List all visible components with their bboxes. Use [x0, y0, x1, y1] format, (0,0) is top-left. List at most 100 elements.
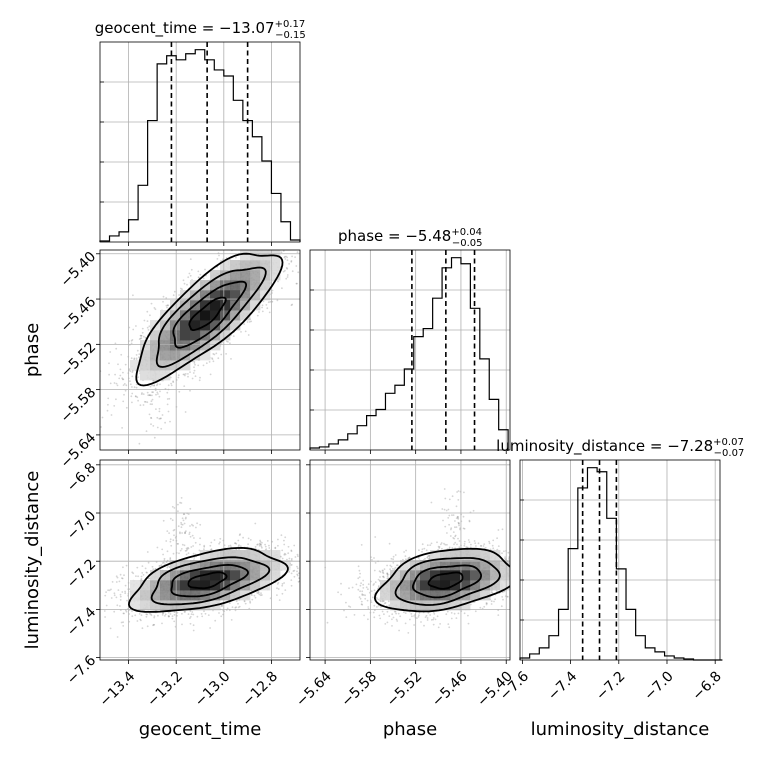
sample-point	[193, 537, 195, 539]
sample-point	[124, 363, 127, 366]
density-bin	[170, 350, 181, 361]
sample-point	[296, 574, 299, 577]
sample-point	[87, 593, 89, 595]
sample-point	[281, 583, 284, 585]
sample-point	[265, 243, 267, 245]
sample-point	[182, 373, 185, 376]
sample-point	[239, 545, 242, 548]
sample-point	[218, 542, 221, 545]
density-bin	[190, 330, 201, 341]
sample-point	[171, 519, 174, 522]
sample-point	[260, 247, 262, 249]
sample-point	[146, 310, 149, 313]
sample-point	[108, 362, 110, 365]
sample-point	[182, 513, 185, 516]
sample-point	[230, 248, 232, 250]
sample-point	[277, 280, 279, 283]
sample-point	[148, 612, 151, 615]
sample-point	[238, 605, 241, 608]
sample-point	[219, 541, 221, 544]
sample-point	[131, 615, 134, 618]
sample-point	[162, 300, 164, 303]
sample-point	[276, 299, 279, 302]
sample-point	[86, 592, 88, 594]
sample-point	[305, 539, 307, 541]
sample-point	[179, 501, 182, 504]
sample-point	[150, 400, 153, 403]
density-bin	[230, 310, 241, 321]
sample-point	[259, 234, 261, 236]
sample-point	[162, 561, 165, 564]
density-bin	[230, 290, 241, 301]
sample-point	[137, 376, 140, 378]
density-bin	[240, 250, 251, 261]
sample-point	[116, 576, 119, 579]
sample-point	[302, 590, 304, 592]
sample-point	[169, 538, 172, 541]
sample-point	[180, 526, 183, 529]
sample-point	[189, 535, 192, 538]
sample-point	[267, 222, 269, 224]
sample-point	[166, 566, 169, 569]
sample-point	[123, 612, 125, 615]
sample-point	[136, 349, 139, 352]
sample-point	[298, 577, 300, 579]
sample-point	[146, 326, 149, 329]
sample-point	[266, 214, 268, 216]
sample-point	[151, 384, 154, 387]
density-bin	[230, 270, 241, 281]
sample-point	[169, 558, 172, 560]
sample-point	[122, 400, 125, 403]
sample-point	[161, 614, 164, 616]
sample-point	[167, 615, 170, 618]
sample-point	[107, 589, 109, 592]
sample-point	[113, 610, 116, 613]
sample-point	[203, 544, 206, 547]
sample-point	[146, 551, 149, 553]
density-bin	[210, 270, 221, 281]
sample-point	[158, 407, 161, 410]
sample-point	[167, 565, 170, 567]
sample-point	[168, 532, 171, 534]
sample-point	[110, 414, 113, 416]
density-bin	[190, 290, 201, 301]
sample-point	[140, 614, 143, 617]
sample-point	[139, 404, 142, 407]
sample-point	[189, 525, 191, 527]
sample-point	[261, 306, 263, 309]
sample-point	[197, 270, 200, 273]
sample-point	[283, 543, 286, 546]
sample-point	[187, 276, 190, 279]
sample-point	[156, 416, 159, 419]
sample-point	[160, 427, 163, 430]
sample-point	[177, 525, 180, 528]
sample-point	[197, 276, 200, 279]
sample-point	[166, 304, 169, 306]
density-bin	[230, 280, 241, 291]
sample-point	[141, 565, 144, 567]
sample-point	[194, 541, 197, 544]
sample-point	[301, 530, 303, 532]
density-bin	[180, 300, 191, 311]
density-bin	[190, 280, 201, 291]
sample-point	[231, 606, 234, 609]
sample-point	[131, 371, 134, 373]
sample-point	[284, 553, 287, 556]
sample-point	[258, 544, 261, 547]
sample-point	[227, 545, 230, 547]
sample-point	[260, 244, 262, 246]
sample-point	[110, 588, 112, 591]
sample-point	[172, 380, 175, 383]
sample-point	[287, 552, 290, 555]
sample-point	[293, 544, 296, 547]
sample-point	[281, 557, 284, 560]
density-bin	[160, 350, 171, 361]
sample-point	[189, 615, 192, 618]
sample-point	[147, 394, 150, 397]
sample-point	[265, 548, 268, 550]
sample-point	[159, 417, 162, 420]
sample-point	[183, 385, 186, 387]
sample-point	[234, 542, 236, 545]
sample-point	[312, 245, 314, 247]
density-bin	[180, 290, 191, 301]
